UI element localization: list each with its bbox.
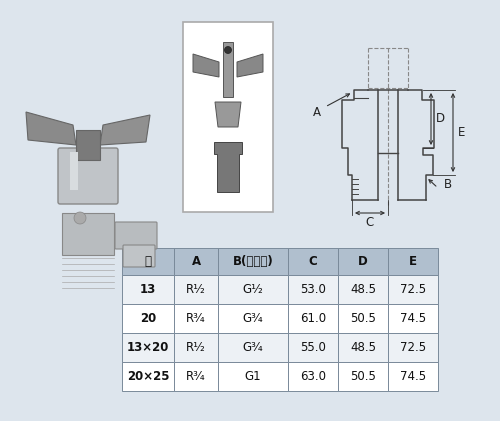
Polygon shape <box>26 112 76 145</box>
Text: 50.5: 50.5 <box>350 312 376 325</box>
Polygon shape <box>100 115 150 145</box>
Circle shape <box>74 212 86 224</box>
FancyBboxPatch shape <box>58 148 118 204</box>
Bar <box>218 275 288 304</box>
Text: 呼: 呼 <box>144 255 152 268</box>
Text: G³⁄₄: G³⁄₄ <box>242 312 264 325</box>
Bar <box>388 304 438 333</box>
Bar <box>218 304 288 333</box>
Bar <box>76 130 100 160</box>
Text: R¹⁄₂: R¹⁄₂ <box>186 283 206 296</box>
Text: 72.5: 72.5 <box>400 283 426 296</box>
FancyBboxPatch shape <box>115 222 157 249</box>
Text: R³⁄₄: R³⁄₄ <box>186 312 206 325</box>
Text: B(ナット): B(ナット) <box>232 255 274 268</box>
Bar <box>288 275 338 304</box>
Text: 61.0: 61.0 <box>300 312 326 325</box>
Text: 74.5: 74.5 <box>400 370 426 383</box>
Text: G³⁄₄: G³⁄₄ <box>242 341 264 354</box>
Text: A: A <box>313 106 321 118</box>
Text: 48.5: 48.5 <box>350 341 376 354</box>
Bar <box>388 275 438 304</box>
Bar <box>122 333 174 362</box>
Bar <box>388 248 438 275</box>
FancyBboxPatch shape <box>123 245 155 267</box>
Bar <box>122 248 174 275</box>
Circle shape <box>224 46 232 53</box>
Bar <box>218 333 288 362</box>
Text: C: C <box>308 255 318 268</box>
Polygon shape <box>215 102 241 127</box>
Bar <box>122 304 174 333</box>
Polygon shape <box>193 54 219 77</box>
Bar <box>218 362 288 391</box>
Text: 13×20: 13×20 <box>127 341 169 354</box>
Text: 20×25: 20×25 <box>127 370 169 383</box>
Bar <box>338 275 388 304</box>
Text: 13: 13 <box>140 283 156 296</box>
Text: A: A <box>192 255 200 268</box>
Text: 63.0: 63.0 <box>300 370 326 383</box>
Bar <box>388 362 438 391</box>
Bar <box>0 0 175 235</box>
Bar <box>218 248 288 275</box>
Text: 20: 20 <box>140 312 156 325</box>
Bar <box>122 362 174 391</box>
Bar <box>62 213 114 255</box>
Text: R¹⁄₂: R¹⁄₂ <box>186 341 206 354</box>
Polygon shape <box>214 142 242 192</box>
Bar <box>183 22 273 212</box>
Bar <box>174 275 218 304</box>
Bar <box>288 362 338 391</box>
Bar <box>174 304 218 333</box>
Text: 55.0: 55.0 <box>300 341 326 354</box>
Bar <box>70 152 78 190</box>
Polygon shape <box>237 54 263 77</box>
Bar <box>338 304 388 333</box>
Text: E: E <box>409 255 417 268</box>
Text: D: D <box>358 255 368 268</box>
Text: B: B <box>444 179 452 192</box>
Text: G¹⁄₂: G¹⁄₂ <box>242 283 264 296</box>
Bar <box>338 248 388 275</box>
Bar <box>174 248 218 275</box>
Bar <box>288 304 338 333</box>
Text: C: C <box>366 216 374 229</box>
Bar <box>338 362 388 391</box>
Text: 53.0: 53.0 <box>300 283 326 296</box>
Bar <box>174 362 218 391</box>
Bar <box>223 42 233 97</box>
Bar <box>288 333 338 362</box>
Bar <box>388 333 438 362</box>
Text: G1: G1 <box>244 370 262 383</box>
Text: 50.5: 50.5 <box>350 370 376 383</box>
Text: 74.5: 74.5 <box>400 312 426 325</box>
Text: D: D <box>436 112 444 125</box>
Text: R³⁄₄: R³⁄₄ <box>186 370 206 383</box>
Text: E: E <box>458 126 466 139</box>
Text: 48.5: 48.5 <box>350 283 376 296</box>
Bar <box>288 248 338 275</box>
Bar <box>122 275 174 304</box>
Text: 72.5: 72.5 <box>400 341 426 354</box>
Bar <box>338 333 388 362</box>
Bar <box>174 333 218 362</box>
